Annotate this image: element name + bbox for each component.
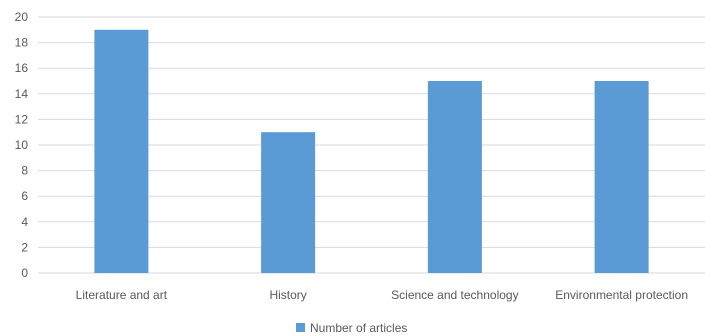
y-tick-label-8: 8 [21, 164, 28, 178]
bar-literature-and-art [94, 29, 149, 273]
y-axis-tick-labels: 0 2 4 6 8 10 12 14 16 18 20 [15, 10, 29, 280]
bars [94, 29, 649, 273]
y-tick-label-0: 0 [21, 266, 28, 280]
y-tick-label-18: 18 [15, 36, 29, 50]
bar-history [261, 132, 316, 273]
y-tick-label-12: 12 [15, 112, 29, 126]
x-tick-label-literature-and-art: Literature and art [76, 288, 168, 302]
x-axis-tick-labels: Literature and art History Science and tec… [76, 288, 688, 302]
gridlines [38, 16, 705, 274]
bar-science-and-technology [427, 81, 482, 273]
y-tick-label-14: 14 [15, 87, 29, 101]
y-tick-label-10: 10 [15, 138, 29, 152]
y-tick-label-20: 20 [15, 10, 29, 24]
y-tick-label-6: 6 [21, 189, 28, 203]
y-tick-label-4: 4 [21, 215, 28, 229]
y-tick-label-16: 16 [15, 61, 29, 75]
x-tick-label-science-and-technology: Science and technology [391, 288, 518, 302]
x-tick-label-environmental-protection: Environmental protection [555, 288, 688, 302]
legend: Number of articles [296, 321, 407, 335]
legend-swatch-number-of-articles [296, 323, 305, 332]
x-tick-label-history: History [269, 288, 306, 302]
bar-environmental-protection [594, 81, 649, 273]
legend-label-number-of-articles: Number of articles [310, 321, 407, 335]
y-tick-label-2: 2 [21, 240, 28, 254]
